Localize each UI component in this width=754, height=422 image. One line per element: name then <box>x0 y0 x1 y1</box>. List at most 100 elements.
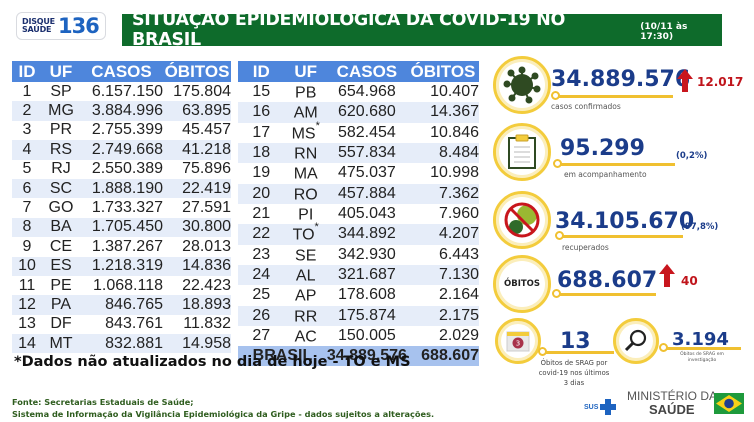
confirmed-increase: 12.017 <box>697 75 744 89</box>
table-row: 21 PI 405.043 7.960 <box>238 204 479 224</box>
svg-text:3: 3 <box>516 340 520 348</box>
not-updated-mark: * <box>315 119 320 132</box>
monitoring-pct: (0,2%) <box>676 151 708 161</box>
uf-label: AP <box>295 287 317 305</box>
page-title: SITUAÇÃO EPIDEMIOLÓGICA DA COVID-19 NO B… <box>132 10 566 50</box>
table-row: 13 DF 843.761 11.832 <box>12 315 231 334</box>
table-row: 23 SE 342.930 6.443 <box>238 245 479 265</box>
cell-id: 4 <box>12 140 42 160</box>
total-row: BRASIL 34.889.576 688.607 <box>238 346 479 366</box>
table-row: 4 RS 2.749.668 41.218 <box>12 140 231 160</box>
sus-cross-icon <box>600 399 617 415</box>
uf-label: SE <box>295 246 317 264</box>
table-row: 15 PB 654.968 10.407 <box>238 82 479 102</box>
cell-casos: 342.930 <box>337 245 396 263</box>
cell-casos: 475.037 <box>337 164 396 182</box>
srag-investigation-label: Óbitos de SRAG em investigação <box>680 352 724 363</box>
table-row: 19 MA 475.037 10.998 <box>238 163 479 183</box>
cell-uf: SC <box>42 178 80 199</box>
cell-obitos: 14.367 <box>406 102 479 123</box>
sus-logo: SUS <box>584 399 617 415</box>
col-id: ID <box>12 61 42 82</box>
deaths-dot <box>552 289 561 298</box>
cell-casos: 344.892 <box>326 224 407 245</box>
calendar-icon: 3 <box>506 331 530 352</box>
cell-id: 5 <box>22 160 32 178</box>
source-text: Fonte: Secretarias Estaduais de Saúde; S… <box>12 396 434 420</box>
srag-investigation-icon-circle <box>613 318 659 364</box>
cell-obitos: 175.804 <box>173 82 231 100</box>
virus-icon <box>503 66 541 104</box>
uf-label: RR <box>294 307 318 325</box>
total-casos: 34.889.576 <box>326 346 407 366</box>
cell-uf: AM <box>284 102 327 123</box>
cell-obitos: 2.029 <box>438 327 479 345</box>
table-row: 24 AL 321.687 7.130 <box>238 264 479 286</box>
cell-id: 20 <box>238 183 285 204</box>
confirmed-label: casos confirmados <box>551 102 621 111</box>
recovered-icon-circle <box>493 191 551 249</box>
cell-casos: 620.680 <box>326 102 407 123</box>
table-header-row: ID UF CASOS ÓBITOS <box>12 61 231 82</box>
cell-casos: 457.884 <box>326 183 407 204</box>
cell-id: 13 <box>18 315 36 333</box>
states-table-right: ID UF CASOS ÓBITOS 15 PB 654.968 10.407 16 AM… <box>238 61 479 366</box>
states-table-left: ID UF CASOS ÓBITOS 1 SP 6.157.150 175.804 2 M… <box>12 61 231 354</box>
cell-obitos: 18.893 <box>163 295 231 315</box>
cell-obitos: 14.958 <box>163 334 231 354</box>
cell-casos: 843.761 <box>105 315 163 333</box>
table-row: 11 PE 1.068.118 22.423 <box>12 276 231 295</box>
cell-casos: 654.968 <box>337 83 396 101</box>
cell-casos: 3.884.996 <box>80 101 163 121</box>
srag-investigation-dot <box>659 343 668 352</box>
srag-investigation-underline <box>663 347 741 350</box>
cell-obitos: 8.484 <box>406 142 479 164</box>
recovered-value: 34.105.670 <box>555 209 695 234</box>
logo-line1: DISQUE <box>22 17 55 26</box>
logo-text: DISQUE SAÚDE <box>22 18 55 34</box>
table-row: 26 RR 175.874 2.175 <box>238 305 479 326</box>
confirmed-underline <box>555 95 673 98</box>
cell-id: 24 <box>238 264 285 286</box>
not-updated-mark: * <box>314 221 319 234</box>
cell-obitos: 22.419 <box>163 178 231 199</box>
deaths-badge-circle: ÓBITOS <box>493 255 551 313</box>
table-row: 14 MT 832.881 14.958 <box>12 334 231 354</box>
cell-uf: AL <box>284 264 327 286</box>
cell-uf: RR <box>284 305 327 326</box>
deaths-increase: 40 <box>681 274 698 288</box>
srag-recent-value: 13 <box>560 329 591 354</box>
cell-obitos: 27.591 <box>182 199 231 217</box>
cell-uf: RS <box>42 140 80 160</box>
srag-recent-underline <box>542 351 614 354</box>
cell-id: 6 <box>12 178 42 199</box>
deaths-badge: ÓBITOS <box>503 279 540 289</box>
cell-casos: 1.733.327 <box>91 199 163 217</box>
col-id: ID <box>238 61 285 82</box>
cell-uf: PB <box>285 82 327 102</box>
cell-casos: 2.749.668 <box>80 140 163 160</box>
cell-casos: 1.068.118 <box>93 276 163 294</box>
col-uf: UF <box>42 61 80 82</box>
cell-id: 23 <box>252 245 271 263</box>
cell-uf: AP <box>285 285 327 305</box>
col-obitos: ÓBITOS <box>163 61 231 82</box>
table-row: 2 MG 3.884.996 63.895 <box>12 101 231 121</box>
cell-id: 19 <box>252 164 271 182</box>
table-row: 8 BA 1.705.450 30.800 <box>12 217 231 238</box>
cell-uf: PE <box>50 276 72 294</box>
cell-obitos: 30.800 <box>163 217 231 238</box>
cell-casos: 1.218.319 <box>80 256 163 276</box>
total-obitos: 688.607 <box>406 346 479 366</box>
cell-casos: 405.043 <box>337 205 396 223</box>
uf-label: RO <box>293 185 318 203</box>
ministry-line2: SAÚDE <box>649 402 695 417</box>
ministry-logo: MINISTÉRIO DA SAÚDE <box>627 390 717 417</box>
cell-obitos: 28.013 <box>182 237 231 255</box>
cell-obitos: 7.362 <box>406 183 479 204</box>
cell-casos: 2.550.389 <box>91 160 163 178</box>
cell-obitos: 6.443 <box>438 245 479 263</box>
cell-casos: 178.608 <box>337 286 396 304</box>
table-row: 25 AP 178.608 2.164 <box>238 285 479 305</box>
cell-casos: 1.888.190 <box>80 178 163 199</box>
